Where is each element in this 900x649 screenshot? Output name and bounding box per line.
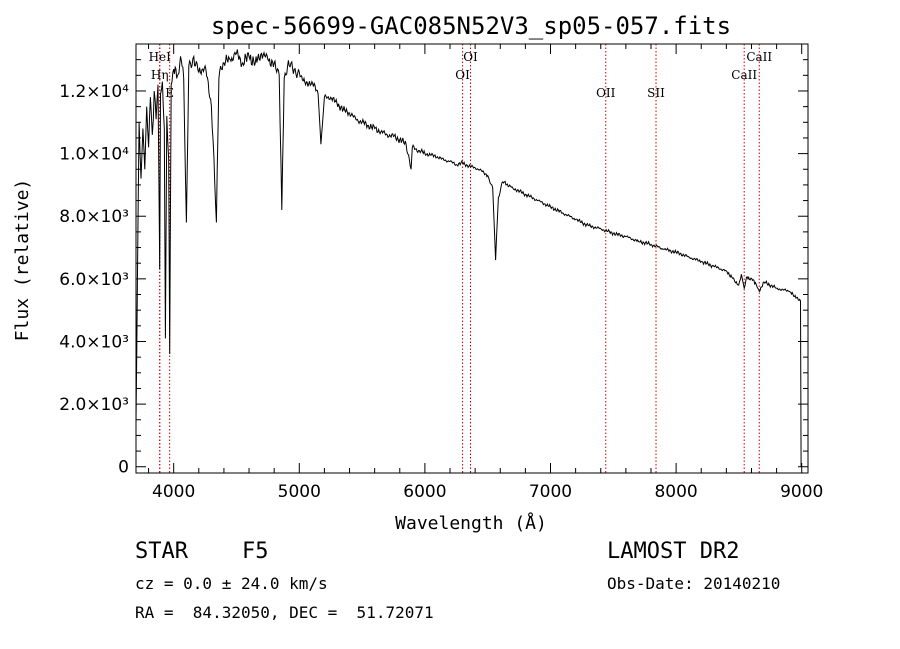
- y-tick-label: 1.0×10⁴: [59, 145, 129, 165]
- x-tick-label: 5000: [278, 482, 321, 502]
- y-tick-label: 1.2×10⁴: [59, 82, 129, 102]
- x-tick-label: 4000: [152, 482, 195, 502]
- spectral-line-label: CaII: [731, 68, 757, 82]
- y-tick-label: 4.0×10³: [59, 332, 129, 352]
- survey-name: LAMOST DR2: [607, 539, 740, 564]
- spectral-line-label: E: [165, 86, 174, 100]
- x-tick-label: 9000: [780, 482, 823, 502]
- plot-frame: [135, 43, 809, 474]
- spectral-line-label: OI: [455, 68, 470, 82]
- spectral-line-label: HeI: [149, 50, 172, 64]
- spectrum-line: [135, 49, 802, 467]
- y-axis-label: Flux (relative): [12, 179, 33, 342]
- spectral-line-label: Hη: [151, 68, 169, 82]
- obs-date: Obs-Date: 20140210: [607, 574, 781, 593]
- y-tick-label: 2.0×10³: [59, 395, 129, 415]
- y-tick-label: 6.0×10³: [59, 270, 129, 290]
- spectral-line-label: OI: [463, 50, 478, 64]
- x-tick-label: 6000: [403, 482, 446, 502]
- x-axis-label: Wavelength (Å): [395, 512, 547, 534]
- axis-ticks: 4000 5000 6000 7000 8000 9000 0 2.0×10³ 4.0×10³ 6…: [59, 44, 823, 502]
- x-tick-label: 7000: [529, 482, 572, 502]
- chart-title: spec-56699-GAC085N52V3_sp05-057.fits: [211, 12, 731, 40]
- y-tick-label: 8.0×10³: [59, 207, 129, 227]
- y-tick-label: 0: [118, 458, 129, 478]
- object-class: STAR: [135, 539, 188, 564]
- x-tick-label: 8000: [654, 482, 697, 502]
- redshift-text: cz = 0.0 ± 24.0 km/s: [135, 574, 328, 593]
- object-subclass: F5: [242, 539, 269, 564]
- spectral-line-label: CaII: [746, 50, 772, 64]
- spectral-line-markers: HeI Hη E OI OI OII SII CaII CaII: [149, 44, 772, 473]
- spectral-line-label: OII: [596, 86, 616, 100]
- coordinates: RA = 84.32050, DEC = 51.72071: [135, 603, 434, 622]
- spectral-line-label: SII: [647, 86, 665, 100]
